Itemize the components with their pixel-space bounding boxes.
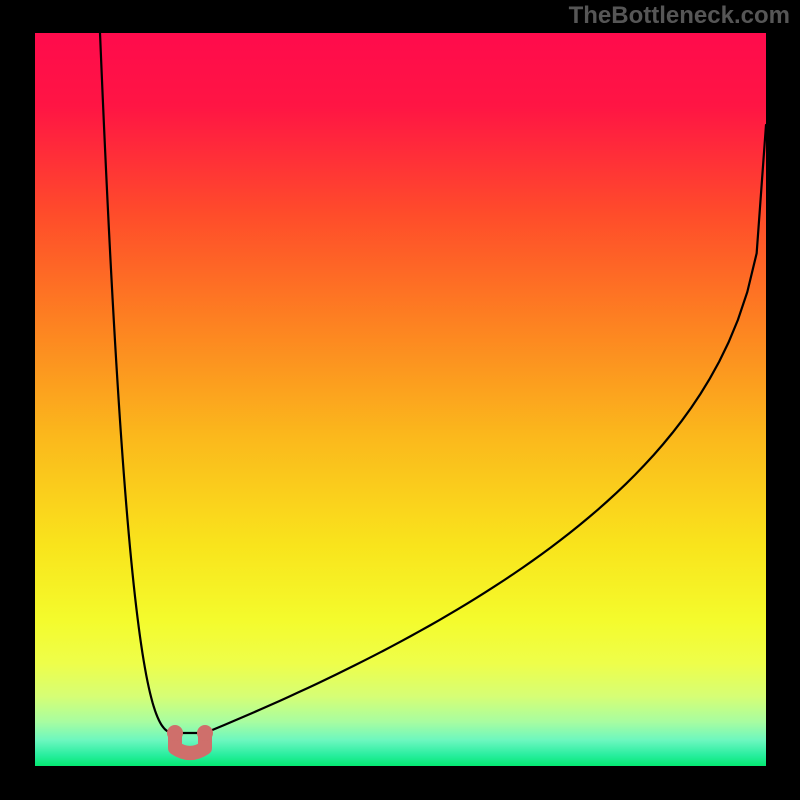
plot-area (35, 33, 766, 766)
marker-dot-left (167, 725, 183, 741)
bottleneck-chart (0, 0, 800, 800)
marker-dot-right (197, 725, 213, 741)
chart-stage: TheBottleneck.com (0, 0, 800, 800)
